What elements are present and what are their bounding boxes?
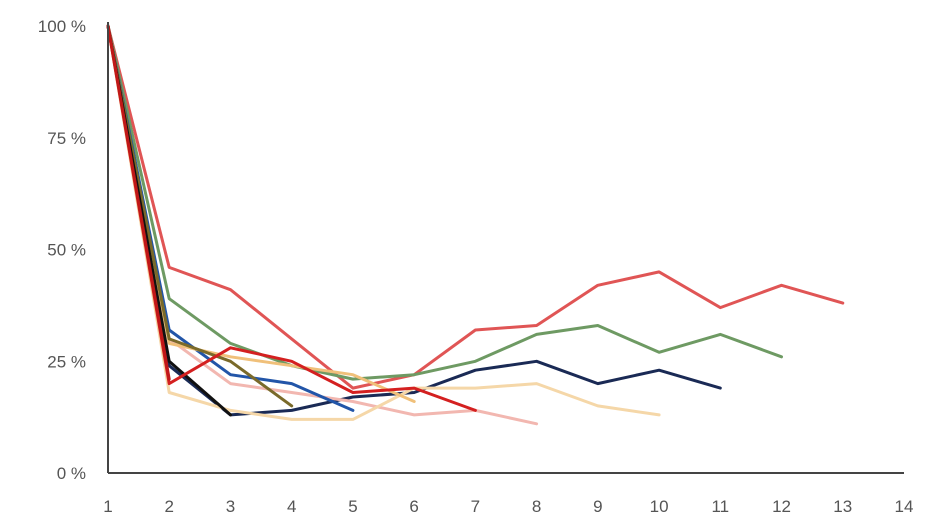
x-tick-label: 10	[650, 497, 669, 516]
series-line-8	[106, 24, 294, 408]
y-tick-label: 25 %	[47, 352, 86, 371]
x-tick-label: 6	[409, 497, 418, 516]
series-line-3	[106, 24, 722, 417]
x-tick-label: 4	[287, 497, 296, 516]
series-line-9	[106, 24, 232, 417]
series-line-10	[106, 24, 477, 412]
y-tick-label: 75 %	[47, 129, 86, 148]
series-line-2	[106, 24, 783, 381]
x-tick-label: 7	[471, 497, 480, 516]
x-tick-label: 9	[593, 497, 602, 516]
x-tick-label: 1	[103, 497, 112, 516]
x-tick-label: 3	[226, 497, 235, 516]
x-tick-label: 12	[772, 497, 791, 516]
series-line-5	[106, 24, 661, 421]
x-axis-tick-labels: 1 2 3 4 5 6 7 8 9 10 11 12 13 14	[103, 497, 913, 516]
x-tick-label: 13	[833, 497, 852, 516]
x-tick-label: 11	[711, 497, 729, 516]
y-tick-label: 50 %	[47, 241, 86, 260]
x-tick-label: 2	[164, 497, 173, 516]
series-lines	[106, 24, 845, 426]
y-tick-label: 0 %	[57, 464, 86, 483]
series-line-1	[106, 24, 845, 390]
y-tick-label: 100 %	[38, 17, 86, 36]
series-line-11	[106, 24, 171, 381]
y-axis-tick-labels: 0 % 25 % 50 % 75 % 100 %	[38, 17, 86, 483]
x-tick-label: 5	[348, 497, 357, 516]
series-line-7	[106, 24, 416, 403]
x-tick-label: 8	[532, 497, 541, 516]
x-tick-label: 14	[895, 497, 914, 516]
